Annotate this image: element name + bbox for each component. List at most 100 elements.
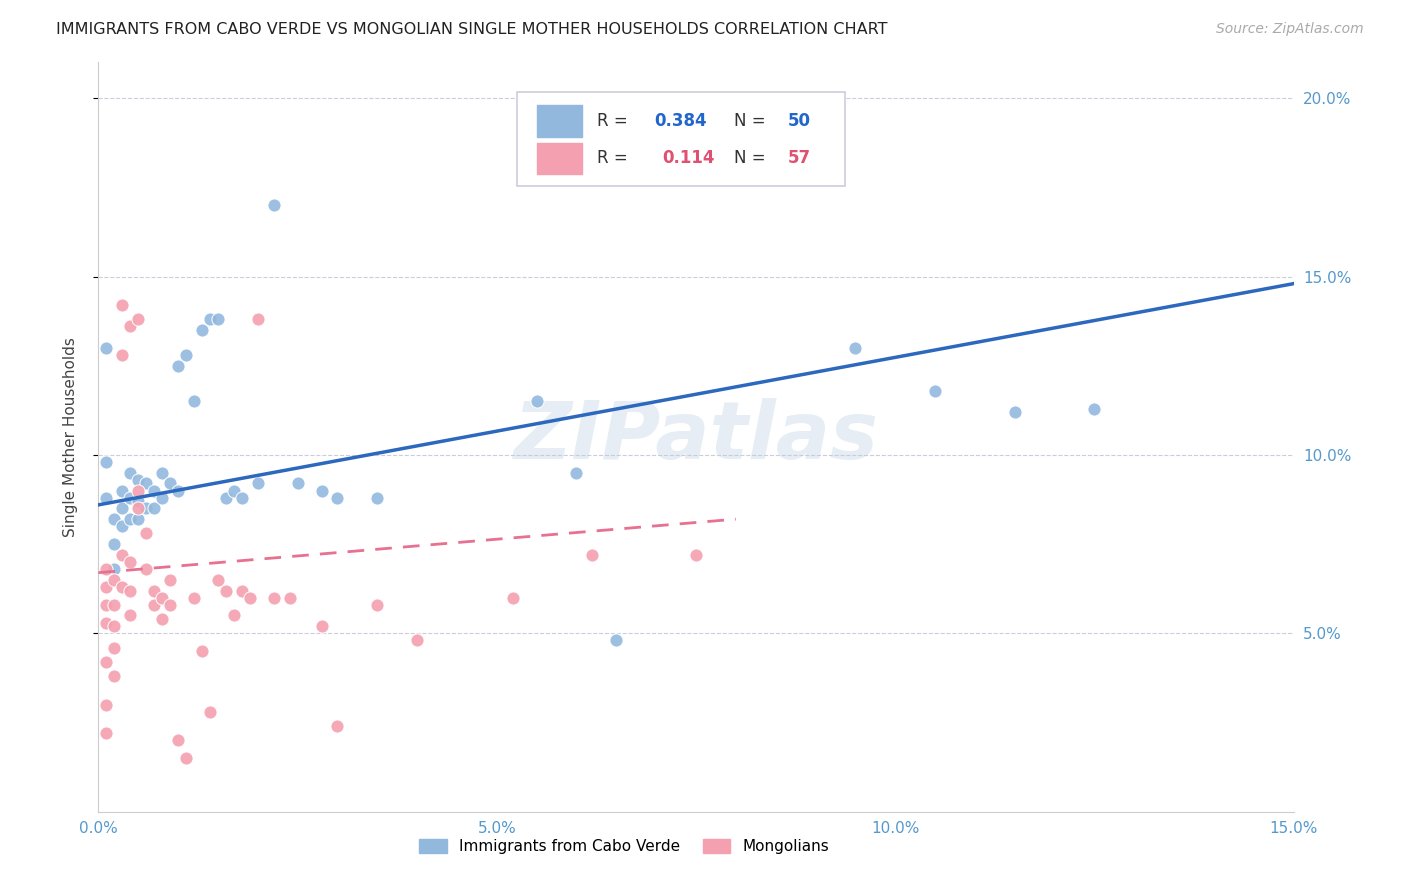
Point xyxy=(174,348,197,362)
Point xyxy=(111,519,134,533)
Point xyxy=(231,583,253,598)
Point xyxy=(159,598,181,612)
Point xyxy=(844,341,866,355)
Text: 0.384: 0.384 xyxy=(654,112,707,130)
Text: 57: 57 xyxy=(787,149,811,168)
Point xyxy=(198,312,221,326)
Point xyxy=(96,615,118,630)
Point xyxy=(135,562,157,576)
Point xyxy=(111,298,134,312)
Text: N =: N = xyxy=(734,112,770,130)
Point xyxy=(183,591,205,605)
Point xyxy=(120,491,142,505)
Point xyxy=(127,501,149,516)
Point xyxy=(96,562,118,576)
Point xyxy=(103,619,125,633)
Point xyxy=(96,491,118,505)
Point xyxy=(143,501,166,516)
Point xyxy=(924,384,946,398)
Point xyxy=(150,612,173,626)
Point xyxy=(326,491,349,505)
Point xyxy=(159,573,181,587)
Point xyxy=(96,598,118,612)
Point xyxy=(198,705,221,719)
Point xyxy=(222,483,245,498)
Point xyxy=(215,491,238,505)
Point xyxy=(581,548,603,562)
Point xyxy=(103,512,125,526)
Text: 0.114: 0.114 xyxy=(662,149,716,168)
Point xyxy=(143,598,166,612)
Point xyxy=(103,562,125,576)
Point xyxy=(502,591,524,605)
Point xyxy=(167,483,190,498)
Point xyxy=(207,573,229,587)
Point xyxy=(406,633,429,648)
Point xyxy=(263,591,285,605)
Legend: Immigrants from Cabo Verde, Mongolians: Immigrants from Cabo Verde, Mongolians xyxy=(413,833,835,860)
Point xyxy=(127,494,149,508)
Point xyxy=(311,619,333,633)
Point xyxy=(366,491,388,505)
Point xyxy=(150,491,173,505)
Point xyxy=(127,483,149,498)
Point xyxy=(167,359,190,373)
Point xyxy=(103,537,125,551)
Point xyxy=(111,483,134,498)
Text: IMMIGRANTS FROM CABO VERDE VS MONGOLIAN SINGLE MOTHER HOUSEHOLDS CORRELATION CHA: IMMIGRANTS FROM CABO VERDE VS MONGOLIAN … xyxy=(56,22,887,37)
Point xyxy=(287,476,309,491)
Point xyxy=(135,526,157,541)
Point xyxy=(103,669,125,683)
Point xyxy=(311,483,333,498)
Point xyxy=(96,455,118,469)
FancyBboxPatch shape xyxy=(517,93,845,186)
Point xyxy=(222,608,245,623)
Point xyxy=(263,198,285,212)
Point xyxy=(120,512,142,526)
Point xyxy=(96,580,118,594)
Text: ZIPatlas: ZIPatlas xyxy=(513,398,879,476)
Text: Source: ZipAtlas.com: Source: ZipAtlas.com xyxy=(1216,22,1364,37)
Point xyxy=(366,598,388,612)
Point xyxy=(127,473,149,487)
Point xyxy=(103,598,125,612)
Point xyxy=(278,591,301,605)
Point xyxy=(159,476,181,491)
Text: R =: R = xyxy=(596,149,638,168)
Point xyxy=(143,483,166,498)
Text: N =: N = xyxy=(734,149,770,168)
Point xyxy=(111,548,134,562)
Point xyxy=(150,466,173,480)
Point xyxy=(111,580,134,594)
Point xyxy=(246,312,269,326)
Point xyxy=(526,394,548,409)
Point xyxy=(605,633,627,648)
Point xyxy=(191,323,214,337)
Point xyxy=(326,719,349,733)
Point xyxy=(96,698,118,712)
Text: 50: 50 xyxy=(787,112,811,130)
Point xyxy=(127,512,149,526)
Point xyxy=(246,476,269,491)
Point xyxy=(120,555,142,569)
Point xyxy=(207,312,229,326)
Y-axis label: Single Mother Households: Single Mother Households xyxy=(63,337,77,537)
Point xyxy=(231,491,253,505)
Point xyxy=(96,726,118,740)
Text: R =: R = xyxy=(596,112,633,130)
Point xyxy=(111,348,134,362)
Point xyxy=(103,573,125,587)
Point xyxy=(103,640,125,655)
Point xyxy=(191,644,214,658)
Point xyxy=(1083,401,1105,416)
Point xyxy=(120,608,142,623)
Point xyxy=(135,501,157,516)
Bar xyxy=(537,105,582,136)
Point xyxy=(1004,405,1026,419)
Point xyxy=(96,341,118,355)
Point xyxy=(127,312,149,326)
Point xyxy=(565,466,588,480)
Point xyxy=(120,583,142,598)
Point xyxy=(120,466,142,480)
Point xyxy=(135,476,157,491)
